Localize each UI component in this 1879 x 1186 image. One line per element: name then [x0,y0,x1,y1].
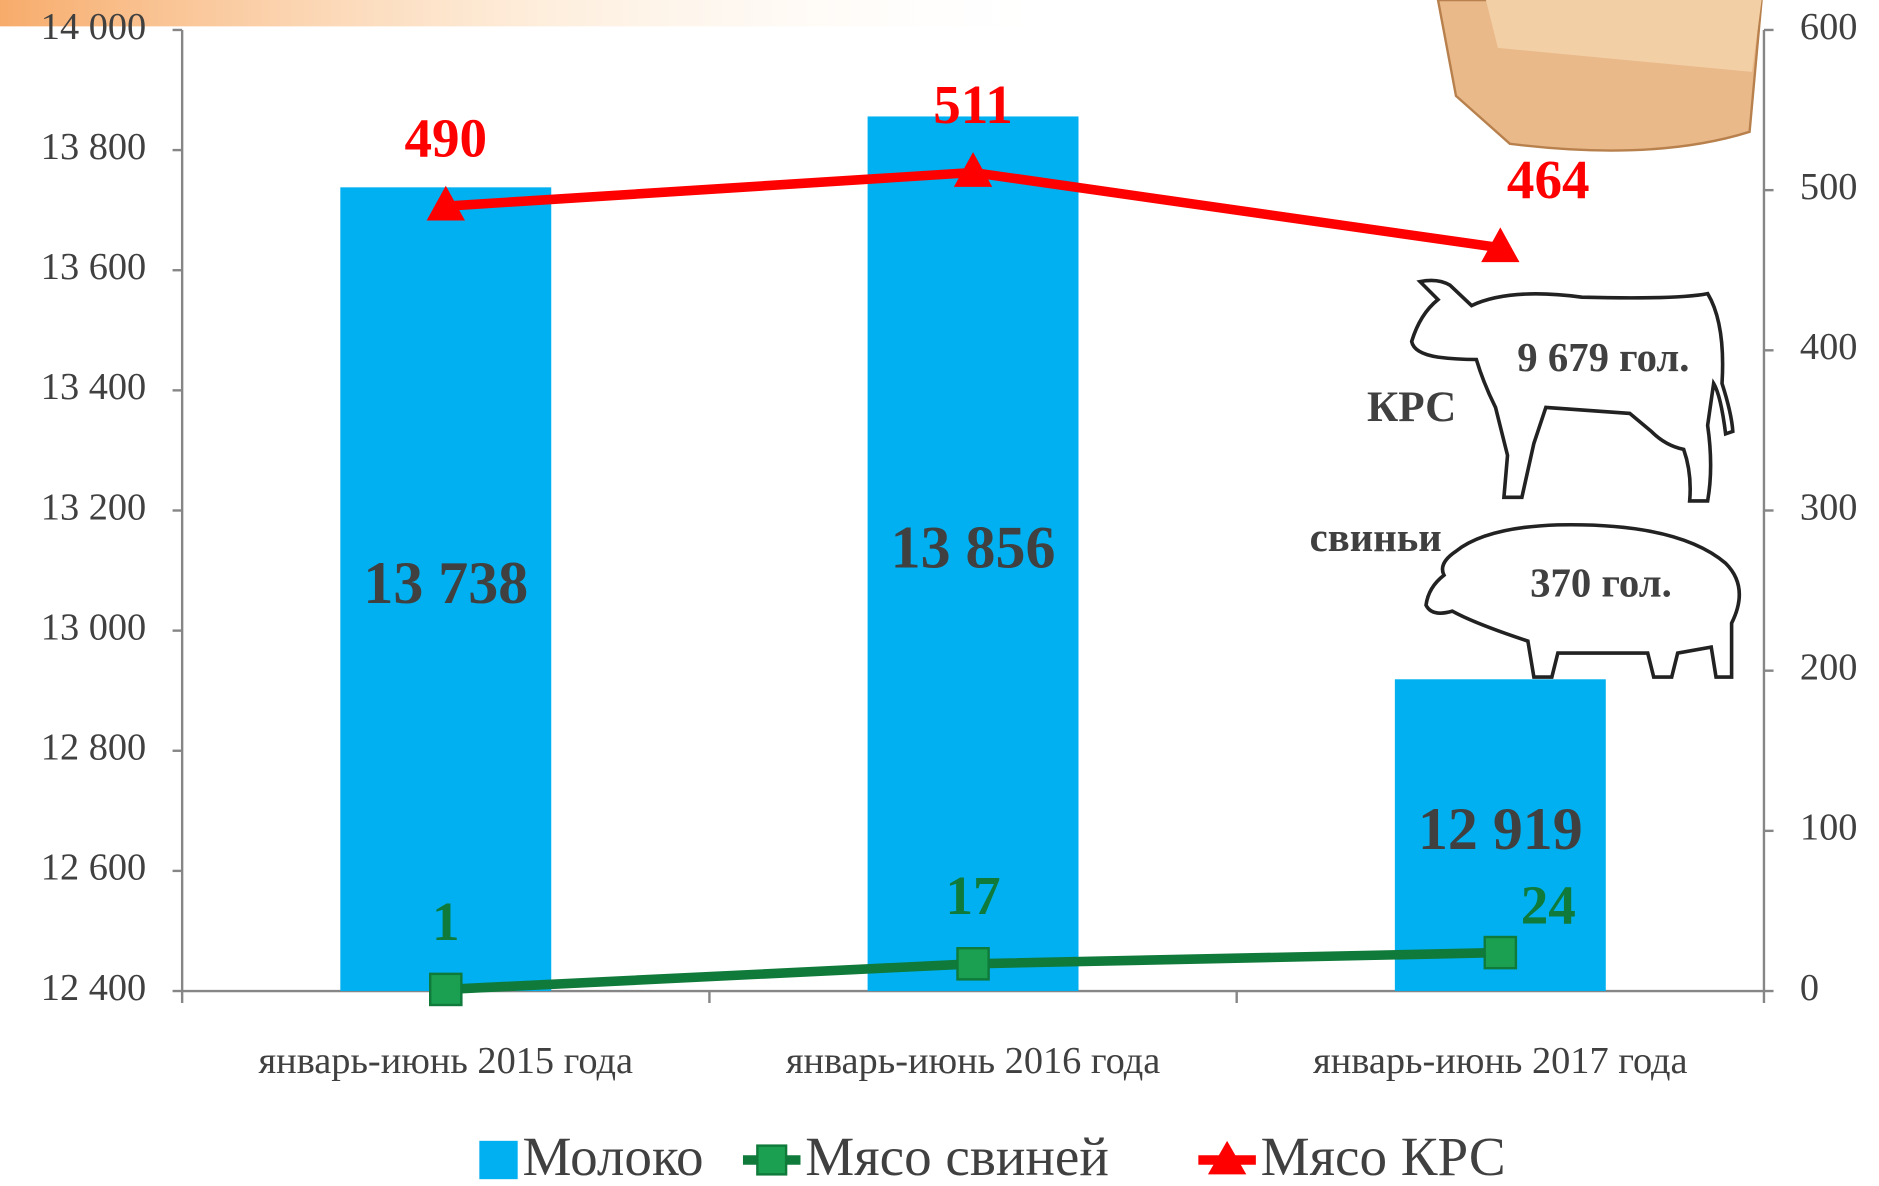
legend-marker [757,1146,786,1175]
legend-label: Молоко [522,1126,703,1186]
y-tick-label: 13 600 [41,246,146,288]
y2-tick-label: 400 [1800,326,1858,368]
line-value-label: 24 [1521,874,1576,935]
x-tick-label: январь-июнь 2016 года [786,1040,1160,1082]
cow-drawing [1412,280,1733,500]
annotation: КРС [1367,384,1456,431]
line-marker [957,948,988,979]
line-marker [1485,937,1516,968]
y2-tick-label: 500 [1800,166,1858,208]
line-value-label: 490 [404,107,487,168]
folder-decor [1438,0,1762,151]
y2-tick-label: 300 [1800,486,1858,528]
y-tick-label: 13 000 [41,606,146,648]
x-tick-label: январь-июнь 2015 года [259,1040,633,1082]
y-tick-label: 13 800 [41,126,146,168]
line-value-label: 1 [432,891,460,952]
annotation: 9 679 гол. [1517,335,1689,380]
y2-tick-label: 200 [1800,646,1858,688]
y-tick-label: 12 600 [41,847,146,889]
y2-tick-label: 100 [1800,807,1858,849]
legend-label: Мясо КРС [1261,1126,1506,1186]
y-tick-label: 13 400 [41,366,146,408]
y-tick-label: 12 400 [41,967,146,1009]
y-tick-label: 12 800 [41,727,146,769]
annotation: 370 гол. [1530,561,1672,606]
annotation: свиньи [1310,515,1442,560]
legend-label: Мясо свиней [805,1126,1109,1186]
bar-value-label: 12 919 [1418,796,1583,862]
line-marker [430,974,461,1005]
y-tick-label: 13 200 [41,486,146,528]
y2-tick-label: 600 [1800,6,1858,48]
bar-value-label: 13 856 [891,514,1056,580]
bar-value-label: 13 738 [363,550,528,616]
decor-band [0,0,1079,26]
y-tick-label: 14 000 [41,6,146,48]
x-tick-label: январь-июнь 2017 года [1313,1040,1687,1082]
chart: 12 400 12 600 12 800 13 000 13 200 13 400 13 6… [0,0,1879,1186]
line-value-label: 511 [933,74,1013,135]
legend-swatch [479,1141,517,1179]
y2-tick-label: 0 [1800,967,1819,1009]
line-value-label: 464 [1507,149,1590,210]
line-value-label: 17 [945,865,1000,926]
